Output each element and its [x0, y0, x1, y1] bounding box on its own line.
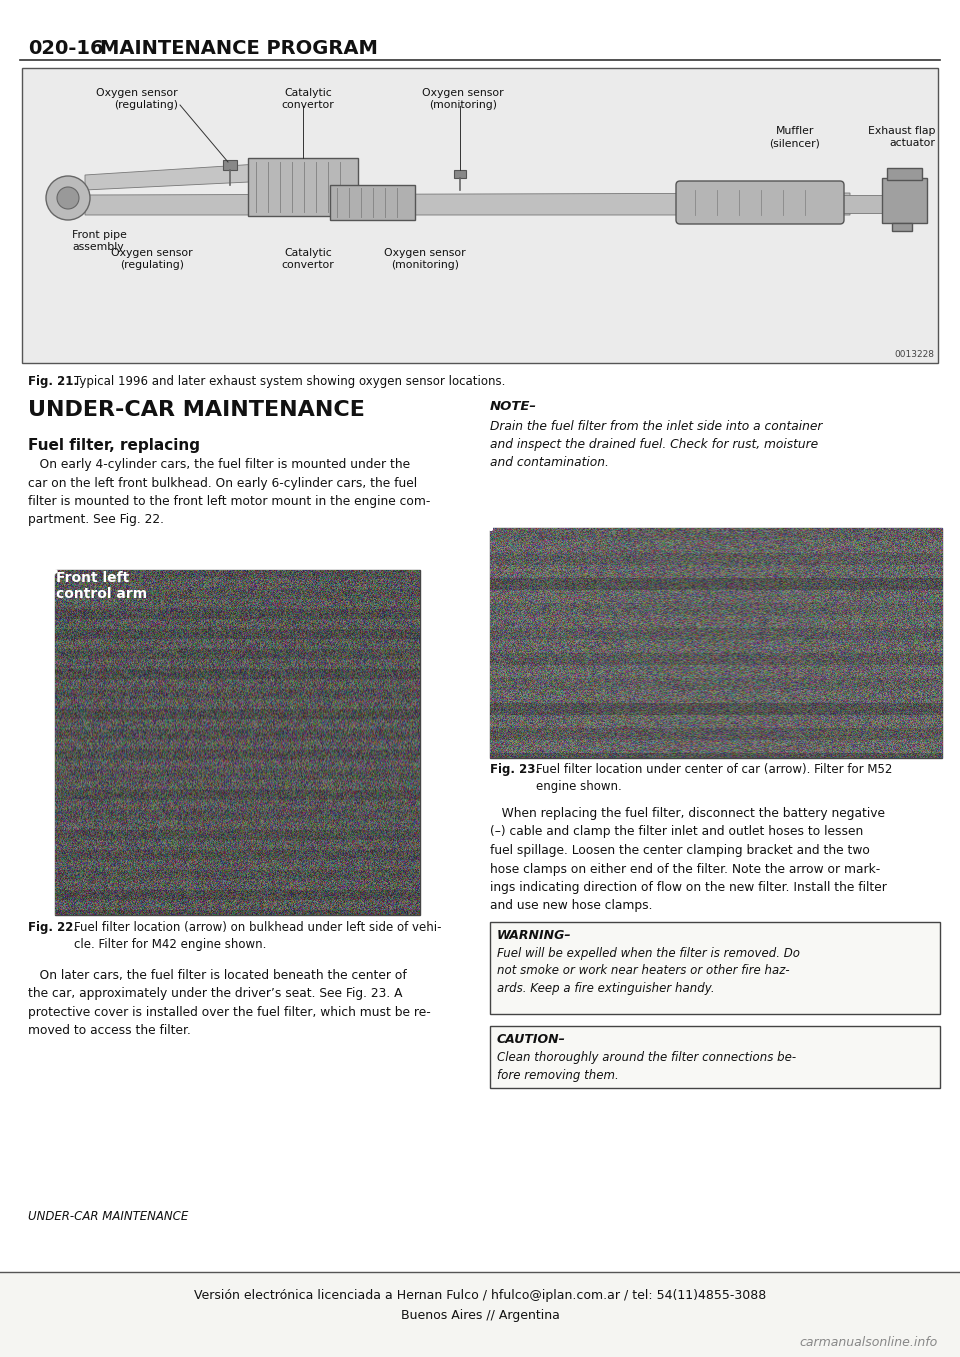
Text: Buenos Aires // Argentina: Buenos Aires // Argentina [400, 1310, 560, 1323]
Bar [248, 157, 358, 216]
Text: On early 4-cylinder cars, the fuel filter is mounted under the
car on the left f: On early 4-cylinder cars, the fuel filte… [28, 459, 430, 527]
Text: Versión electrónica licenciada a Hernan Fulco / hfulco@iplan.com.ar / tel: 54(11: Versión electrónica licenciada a Hernan … [194, 1289, 766, 1301]
Bar [490, 921, 940, 1014]
Text: When replacing the fuel filter, disconnect the battery negative
(–) cable and cl: When replacing the fuel filter, disconne… [490, 807, 887, 912]
Bar [330, 185, 415, 220]
Text: UNDER-CAR MAINTENANCE: UNDER-CAR MAINTENANCE [28, 1210, 188, 1223]
Text: On later cars, the fuel filter is located beneath the center of
the car, approxi: On later cars, the fuel filter is locate… [28, 969, 431, 1038]
Text: Typical 1996 and later exhaust system showing oxygen sensor locations.: Typical 1996 and later exhaust system sh… [74, 375, 505, 388]
Text: 0013228: 0013228 [894, 350, 934, 360]
Text: Clean thoroughly around the filter connections be-
fore removing them.: Clean thoroughly around the filter conne… [497, 1052, 796, 1082]
Text: MAINTENANCE PROGRAM: MAINTENANCE PROGRAM [100, 38, 378, 57]
Text: Front pipe
assembly: Front pipe assembly [72, 229, 127, 252]
Polygon shape [85, 161, 290, 190]
Bar [223, 160, 237, 170]
Text: NOTE–: NOTE– [490, 400, 537, 413]
Text: 020-16: 020-16 [28, 38, 104, 57]
Text: 0012726: 0012726 [899, 746, 939, 754]
Text: Oxygen sensor
(regulating): Oxygen sensor (regulating) [96, 88, 178, 110]
Bar [55, 570, 420, 915]
Bar [0, 1272, 960, 1357]
Polygon shape [85, 193, 850, 214]
Text: Fig. 21.: Fig. 21. [28, 375, 78, 388]
Text: CAUTION–: CAUTION– [497, 1033, 565, 1046]
Text: Fuel filter location under center of car (arrow). Filter for M52
engine shown.: Fuel filter location under center of car… [536, 763, 893, 792]
FancyBboxPatch shape [676, 180, 844, 224]
Bar [22, 68, 938, 364]
Polygon shape [840, 195, 920, 213]
Bar [454, 170, 466, 178]
Bar [490, 1026, 940, 1088]
Text: Catalytic
convertor: Catalytic convertor [281, 248, 334, 270]
Text: Catalytic
convertor: Catalytic convertor [281, 88, 334, 110]
Text: Fuel filter, replacing: Fuel filter, replacing [28, 438, 200, 453]
Text: Fig. 22.: Fig. 22. [28, 921, 78, 934]
Text: Fuel will be expelled when the filter is removed. Do
not smoke or work near heat: Fuel will be expelled when the filter is… [497, 947, 800, 995]
Text: Fig. 23.: Fig. 23. [490, 763, 540, 776]
Text: Exhaust flap
actuator: Exhaust flap actuator [868, 126, 935, 148]
Circle shape [57, 187, 79, 209]
Text: carmanualsonline.info: carmanualsonline.info [800, 1335, 938, 1349]
Text: Fuel filter location (arrow) on bulkhead under left side of vehi-
cle. Filter fo: Fuel filter location (arrow) on bulkhead… [74, 921, 442, 951]
Circle shape [46, 176, 90, 220]
Text: Drain the fuel filter from the inlet side into a container
and inspect the drain: Drain the fuel filter from the inlet sid… [490, 421, 823, 470]
Text: WARNING–: WARNING– [497, 930, 571, 942]
Text: Oxygen sensor
(monitoring): Oxygen sensor (monitoring) [384, 248, 466, 270]
Text: Oxygen sensor
(monitoring): Oxygen sensor (monitoring) [422, 88, 504, 110]
Bar [882, 178, 927, 223]
Bar [892, 223, 912, 231]
Bar [887, 168, 922, 180]
Text: UNDER-CAR MAINTENANCE: UNDER-CAR MAINTENANCE [28, 400, 365, 421]
Text: 0013139: 0013139 [376, 902, 417, 912]
Text: Muffler
(silencer): Muffler (silencer) [770, 126, 821, 148]
Text: Front left
control arm: Front left control arm [56, 571, 147, 601]
Bar [490, 528, 942, 759]
Text: Oxygen sensor
(regulating): Oxygen sensor (regulating) [111, 248, 193, 270]
